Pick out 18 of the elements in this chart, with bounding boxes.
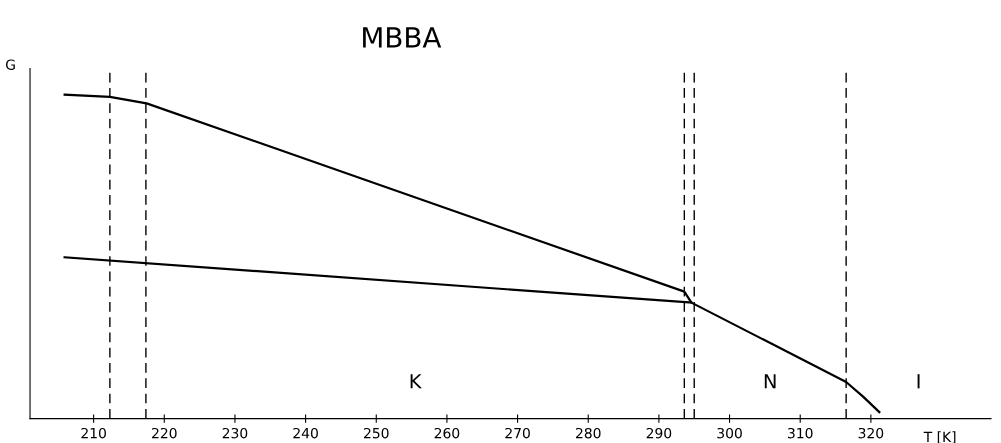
x-tick-label: 290 [646,427,672,439]
x-tick-label: 210 [81,427,106,439]
annotation: I [917,374,920,389]
x-tick-label: 220 [152,427,177,439]
annotation: K [410,374,422,389]
x-tick-label: 230 [222,427,248,439]
x-tick-label: 310 [788,427,813,439]
x-tick-label: 300 [717,427,742,439]
x-tick-label: 260 [434,427,460,439]
x-tick-label: 320 [858,427,884,439]
annotation: N [764,374,776,389]
x-axis-title: T [K] [923,431,956,443]
x-tick-label: 240 [293,427,318,439]
y-axis-title: G [5,59,15,70]
chart-title: MBBA [363,27,442,48]
x-tick-label: 270 [505,427,530,439]
x-tick-label: 250 [364,427,389,439]
x-tick-label: 280 [576,427,601,439]
